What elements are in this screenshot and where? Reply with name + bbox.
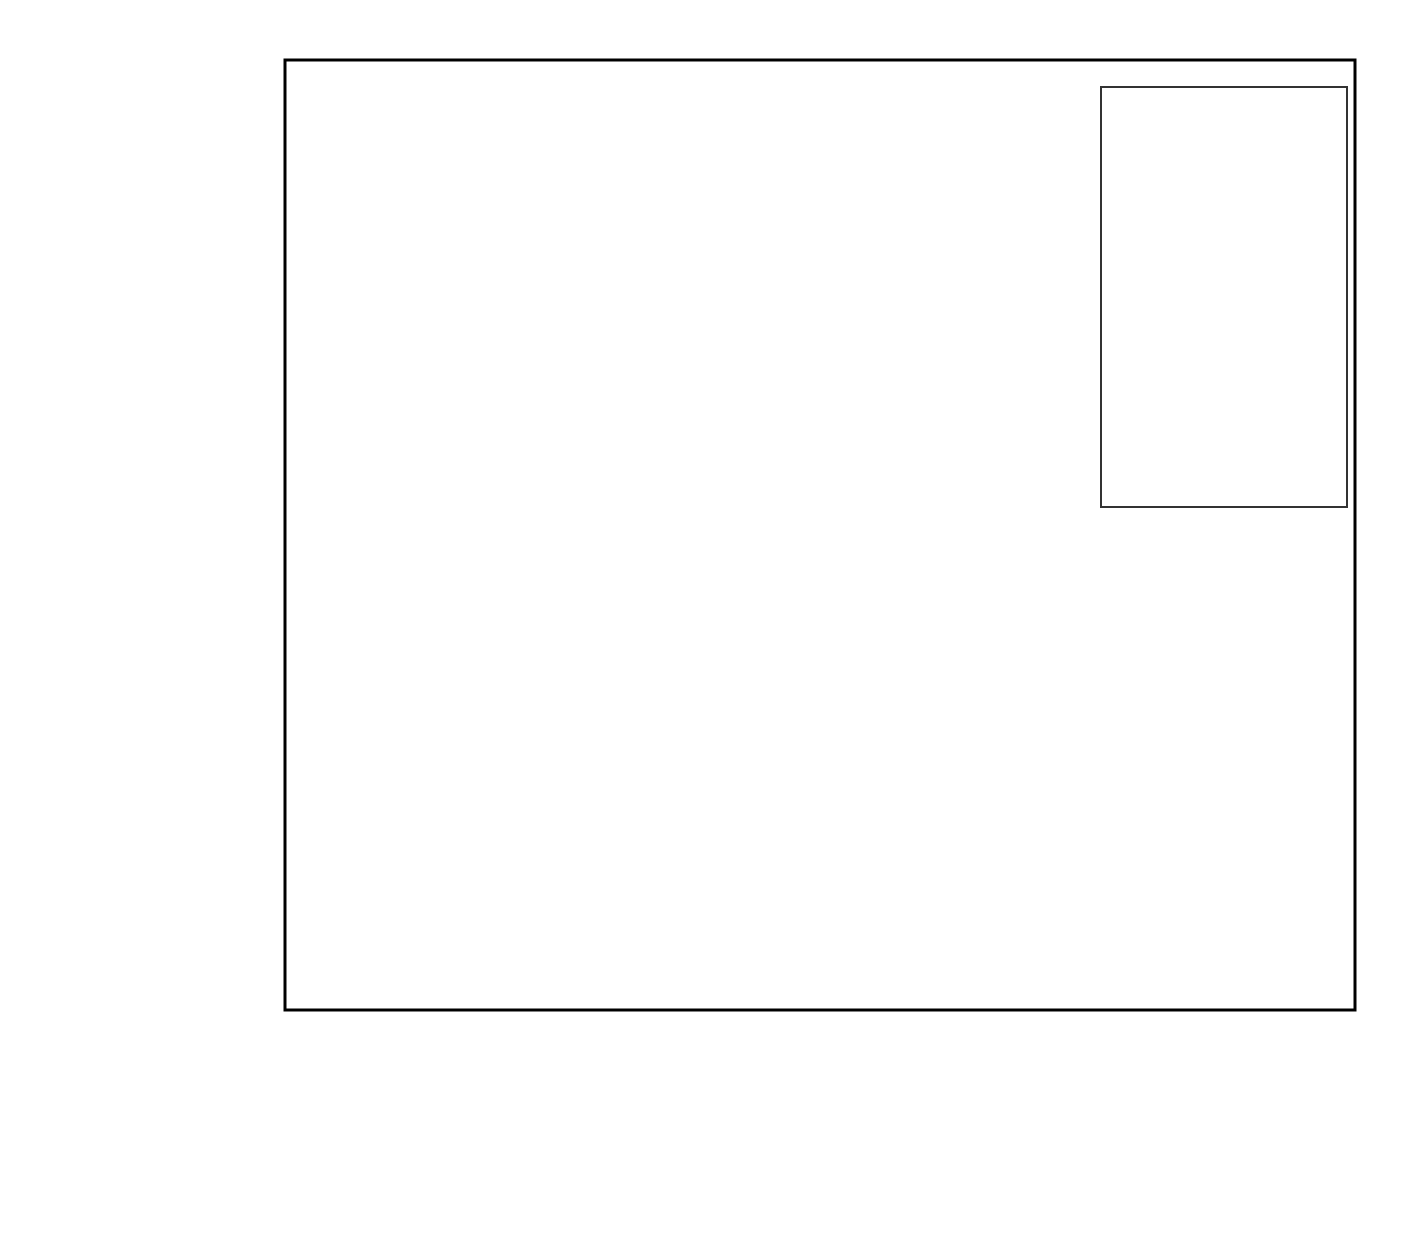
plot-frame [283, 58, 1357, 1012]
legend [1100, 86, 1348, 508]
